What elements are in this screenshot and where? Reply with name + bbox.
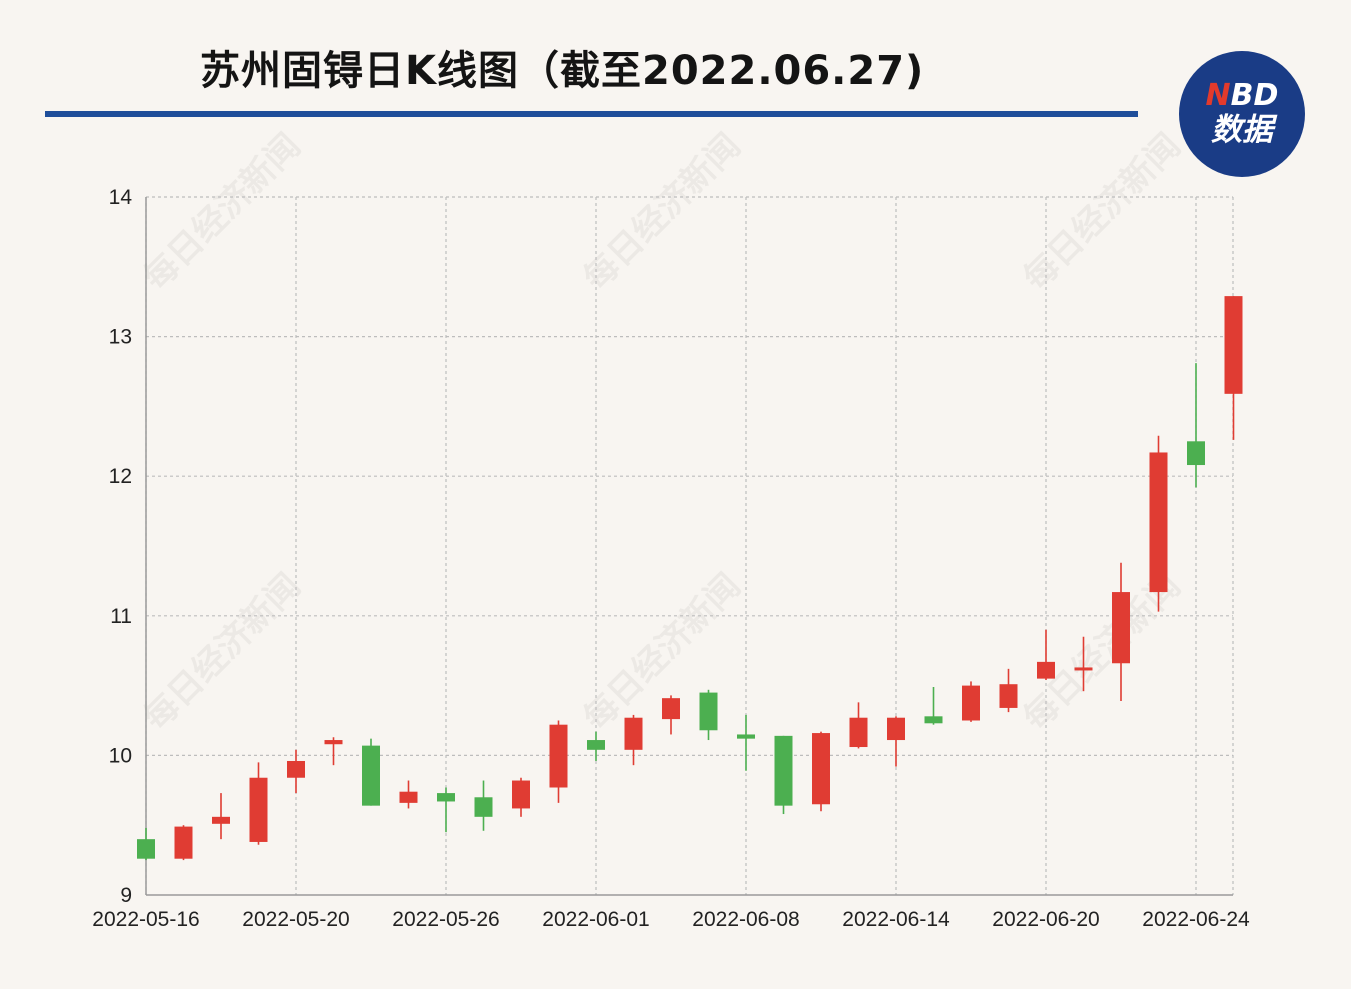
candle-body	[1037, 661, 1055, 679]
candle	[137, 827, 155, 861]
y-tick-label: 10	[109, 744, 132, 767]
candle	[999, 668, 1018, 713]
y-tick-label: 12	[109, 465, 132, 488]
candle-body	[887, 717, 905, 741]
candle-body	[962, 685, 980, 721]
x-tick-label: 2022-06-20	[992, 908, 1099, 931]
candle-body	[1074, 667, 1093, 671]
candle	[287, 749, 305, 794]
candle	[362, 738, 380, 806]
candle	[212, 793, 230, 840]
candle-body	[1224, 296, 1243, 394]
candle-body	[737, 734, 755, 739]
candle	[849, 702, 868, 749]
candle-body	[699, 692, 718, 731]
candle	[737, 714, 755, 771]
logo-wordmark: NBD	[1205, 78, 1279, 113]
watermark-text: 每日经济新闻	[136, 126, 309, 299]
watermark-text: 每日经济新闻	[1016, 126, 1189, 299]
watermark-text: 每日经济新闻	[136, 566, 309, 739]
x-tick-label: 2022-06-01	[542, 908, 649, 931]
candle	[1187, 363, 1205, 488]
x-tick-label: 2022-06-24	[1142, 908, 1250, 931]
candle	[1224, 296, 1243, 440]
candle-body	[1149, 452, 1168, 593]
x-tick-label: 2022-05-20	[242, 908, 349, 931]
candle-body	[362, 745, 380, 806]
title-underline	[45, 111, 1138, 117]
candle-body	[1112, 592, 1130, 664]
candle-body	[549, 724, 568, 788]
candle	[962, 681, 980, 722]
candle-body	[999, 684, 1018, 708]
candle	[1037, 629, 1055, 681]
candle	[587, 731, 605, 761]
y-tick-label: 11	[110, 605, 132, 628]
candle	[624, 714, 643, 766]
candle	[174, 825, 193, 861]
candle	[437, 787, 455, 833]
candle-body	[399, 791, 418, 803]
candle-body	[174, 826, 193, 859]
candle-body	[512, 780, 530, 809]
candle-body	[324, 740, 343, 745]
x-tick-label: 2022-05-26	[392, 908, 499, 931]
candle	[924, 686, 943, 725]
candle-body	[624, 717, 643, 750]
candle-body	[287, 760, 305, 778]
x-tick-label: 2022-05-16	[92, 908, 199, 931]
logo-subtitle: 数据	[1211, 112, 1273, 148]
x-tick-label: 2022-06-08	[692, 908, 799, 931]
candle	[249, 762, 268, 845]
candle	[1074, 636, 1093, 692]
candle-body	[587, 740, 605, 750]
y-tick-label: 13	[109, 326, 132, 349]
candle	[887, 716, 905, 767]
candle-body	[474, 797, 493, 817]
candle	[1112, 562, 1130, 701]
candle	[474, 780, 493, 831]
candle-body	[1187, 441, 1205, 466]
candle-body	[137, 839, 155, 859]
candle	[549, 720, 568, 803]
y-tick-label: 9	[120, 884, 132, 907]
watermark-text: 每日经济新闻	[576, 126, 749, 299]
grid-layer	[145, 196, 1234, 895]
candle-body	[437, 793, 455, 802]
candle-body	[924, 716, 943, 724]
candle	[1149, 435, 1168, 612]
candle	[399, 780, 418, 809]
candle	[324, 737, 343, 766]
axes-layer: 9 10 11 12 13 14 2022-05-16 2022-05-20 2022-05-2…	[92, 186, 1250, 931]
candle	[774, 735, 793, 815]
candle	[512, 777, 530, 817]
candle	[662, 695, 680, 735]
chart-title: 苏州固锝日K线图（截至2022.06.27)	[200, 48, 925, 94]
candle-body	[212, 816, 230, 824]
candle-body	[662, 698, 680, 720]
y-tick-label: 14	[109, 186, 133, 209]
candles-layer	[137, 296, 1243, 861]
candle	[812, 731, 830, 812]
candle-body	[249, 777, 268, 842]
nbd-logo: NBD 数据	[1179, 51, 1305, 177]
candle-body	[774, 735, 793, 806]
candle	[699, 689, 718, 741]
candle-body	[812, 733, 830, 805]
candle-body	[849, 717, 868, 748]
x-tick-label: 2022-06-14	[842, 908, 950, 931]
watermark-layer: 每日经济新闻每日经济新闻每日经济新闻每日经济新闻每日经济新闻每日经济新闻	[136, 126, 1189, 739]
